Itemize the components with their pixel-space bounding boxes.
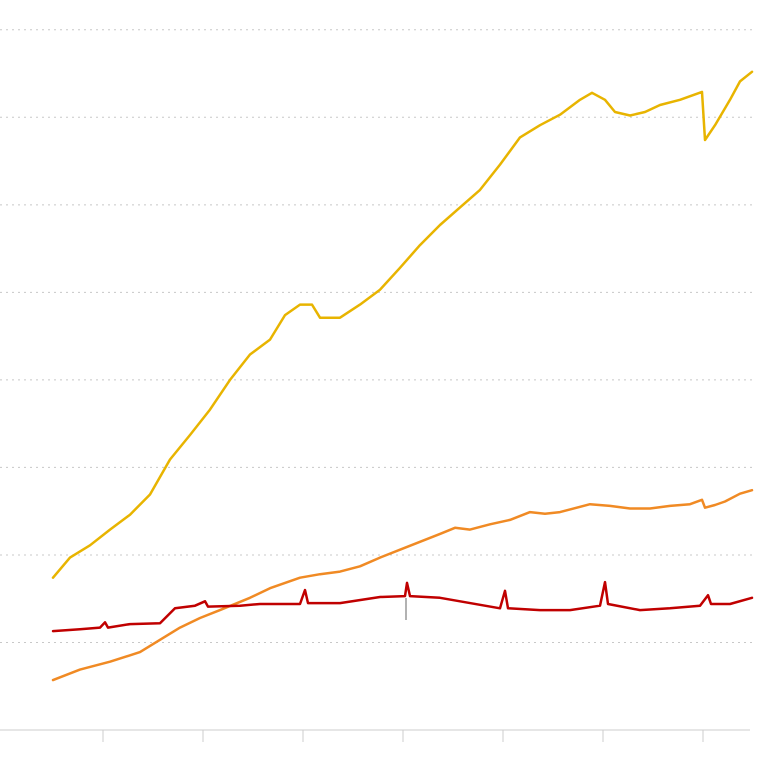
line-series [51,70,754,579]
line-series [51,580,754,633]
line-series [51,488,754,682]
